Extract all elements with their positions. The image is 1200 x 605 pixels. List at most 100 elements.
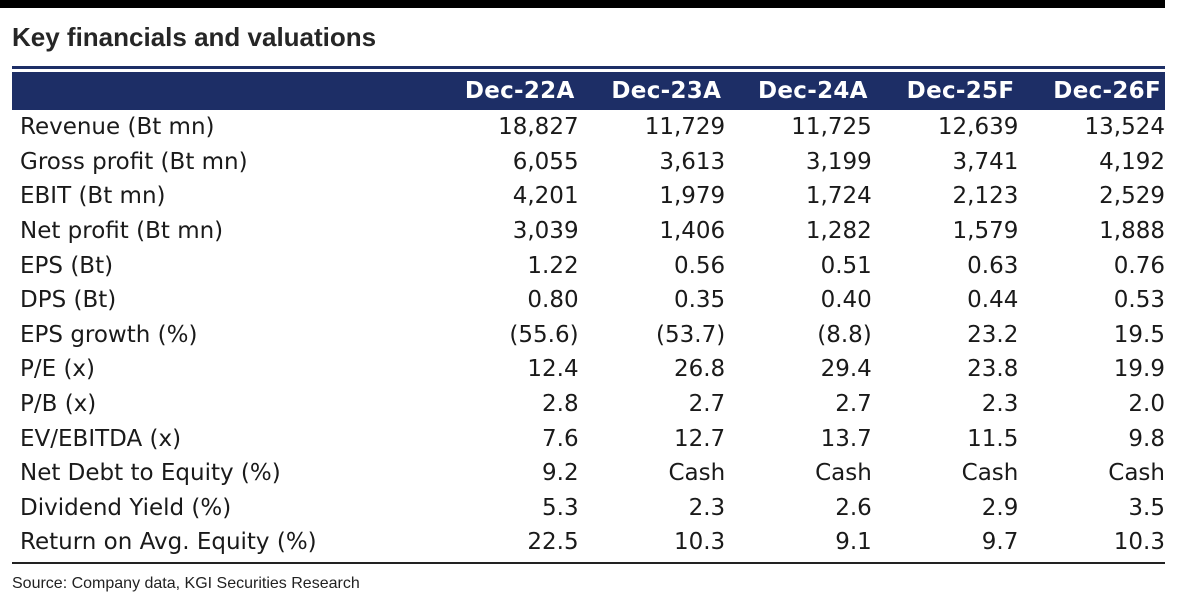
- table-cell: 0.40: [725, 283, 872, 318]
- table-row: Net profit (Bt mn) 3,039 1,406 1,282 1,5…: [12, 214, 1165, 249]
- header-label-cell: [12, 72, 432, 110]
- table-row: P/B (x) 2.8 2.7 2.7 2.3 2.0: [12, 387, 1165, 422]
- table-cell: 2.7: [579, 387, 726, 422]
- table-cell: 2.8: [432, 387, 579, 422]
- table-cell: 3,613: [579, 145, 726, 180]
- table-cell: 0.56: [579, 248, 726, 283]
- table-cell: 1,888: [1018, 214, 1165, 249]
- row-label: Return on Avg. Equity (%): [12, 525, 432, 560]
- table-cell: 0.80: [432, 283, 579, 318]
- table-row: EPS growth (%) (55.6) (53.7) (8.8) 23.2 …: [12, 318, 1165, 353]
- table-cell: 0.35: [579, 283, 726, 318]
- table-cell: 11,729: [579, 110, 726, 145]
- table-cell: 2.3: [579, 491, 726, 526]
- bottom-rule: [12, 562, 1165, 564]
- table-cell: 19.5: [1018, 318, 1165, 353]
- table-cell: 9.8: [1018, 421, 1165, 456]
- table-cell: 11.5: [872, 421, 1019, 456]
- table-row: Return on Avg. Equity (%) 22.5 10.3 9.1 …: [12, 525, 1165, 560]
- table-cell: Cash: [725, 456, 872, 491]
- table-row: EBIT (Bt mn) 4,201 1,979 1,724 2,123 2,5…: [12, 179, 1165, 214]
- table-cell: 9.1: [725, 525, 872, 560]
- table-cell: 6,055: [432, 145, 579, 180]
- table-cell: 1,724: [725, 179, 872, 214]
- title-rule: [12, 66, 1165, 69]
- table-cell: 1,282: [725, 214, 872, 249]
- source-note: Source: Company data, KGI Securities Res…: [12, 575, 360, 593]
- table-cell: 0.76: [1018, 248, 1165, 283]
- top-bar: [0, 0, 1165, 8]
- table-cell: 19.9: [1018, 352, 1165, 387]
- table-cell: 1,579: [872, 214, 1019, 249]
- table-cell: 4,192: [1018, 145, 1165, 180]
- table-cell: 10.3: [1018, 525, 1165, 560]
- table-cell: (8.8): [725, 318, 872, 353]
- table-cell: 0.53: [1018, 283, 1165, 318]
- table-cell: 1.22: [432, 248, 579, 283]
- table-row: DPS (Bt) 0.80 0.35 0.40 0.44 0.53: [12, 283, 1165, 318]
- table-row: Net Debt to Equity (%) 9.2 Cash Cash Cas…: [12, 456, 1165, 491]
- table-cell: 3.5: [1018, 491, 1165, 526]
- table-cell: 12.7: [579, 421, 726, 456]
- table-row: Revenue (Bt mn) 18,827 11,729 11,725 12,…: [12, 110, 1165, 145]
- table-cell: 2.6: [725, 491, 872, 526]
- row-label: Net Debt to Equity (%): [12, 456, 432, 491]
- table-cell: 1,979: [579, 179, 726, 214]
- table-row: EV/EBITDA (x) 7.6 12.7 13.7 11.5 9.8: [12, 421, 1165, 456]
- table-row: Dividend Yield (%) 5.3 2.3 2.6 2.9 3.5: [12, 491, 1165, 526]
- header-dec-26f: Dec-26F: [1018, 72, 1165, 110]
- table-cell: 3,741: [872, 145, 1019, 180]
- table-row: P/E (x) 12.4 26.8 29.4 23.8 19.9: [12, 352, 1165, 387]
- table-cell: (55.6): [432, 318, 579, 353]
- row-label: EPS (Bt): [12, 248, 432, 283]
- table-cell: 18,827: [432, 110, 579, 145]
- table-cell: 26.8: [579, 352, 726, 387]
- table-row: Gross profit (Bt mn) 6,055 3,613 3,199 3…: [12, 145, 1165, 180]
- table-cell: 9.7: [872, 525, 1019, 560]
- table-cell: 12.4: [432, 352, 579, 387]
- header-dec-22a: Dec-22A: [432, 72, 579, 110]
- row-label: P/B (x): [12, 387, 432, 422]
- table-cell: 3,039: [432, 214, 579, 249]
- header-dec-25f: Dec-25F: [872, 72, 1019, 110]
- table-cell: 3,199: [725, 145, 872, 180]
- table-cell: 29.4: [725, 352, 872, 387]
- table-row: EPS (Bt) 1.22 0.56 0.51 0.63 0.76: [12, 248, 1165, 283]
- table-cell: 4,201: [432, 179, 579, 214]
- row-label: P/E (x): [12, 352, 432, 387]
- table-cell: 0.63: [872, 248, 1019, 283]
- row-label: Gross profit (Bt mn): [12, 145, 432, 180]
- row-label: EV/EBITDA (x): [12, 421, 432, 456]
- table-cell: 23.2: [872, 318, 1019, 353]
- table-cell: 12,639: [872, 110, 1019, 145]
- table-cell: 2,529: [1018, 179, 1165, 214]
- table-cell: 13.7: [725, 421, 872, 456]
- table-cell: 10.3: [579, 525, 726, 560]
- row-label: Dividend Yield (%): [12, 491, 432, 526]
- table-cell: 13,524: [1018, 110, 1165, 145]
- table-cell: 22.5: [432, 525, 579, 560]
- table-cell: 1,406: [579, 214, 726, 249]
- table-cell: 2.0: [1018, 387, 1165, 422]
- table-cell: 5.3: [432, 491, 579, 526]
- table-cell: Cash: [579, 456, 726, 491]
- table-cell: (53.7): [579, 318, 726, 353]
- table-cell: 0.51: [725, 248, 872, 283]
- table-cell: 2.7: [725, 387, 872, 422]
- table-cell: 9.2: [432, 456, 579, 491]
- table-cell: Cash: [1018, 456, 1165, 491]
- financials-table: Dec-22A Dec-23A Dec-24A Dec-25F Dec-26F …: [12, 72, 1165, 560]
- table-cell: 2.9: [872, 491, 1019, 526]
- table-cell: 11,725: [725, 110, 872, 145]
- row-label: Revenue (Bt mn): [12, 110, 432, 145]
- table-cell: 0.44: [872, 283, 1019, 318]
- table-cell: 23.8: [872, 352, 1019, 387]
- header-row: Dec-22A Dec-23A Dec-24A Dec-25F Dec-26F: [12, 72, 1165, 110]
- table-cell: 2.3: [872, 387, 1019, 422]
- table-cell: Cash: [872, 456, 1019, 491]
- row-label: EBIT (Bt mn): [12, 179, 432, 214]
- row-label: Net profit (Bt mn): [12, 214, 432, 249]
- header-dec-24a: Dec-24A: [725, 72, 872, 110]
- table-cell: 2,123: [872, 179, 1019, 214]
- table-title: Key financials and valuations: [12, 22, 376, 53]
